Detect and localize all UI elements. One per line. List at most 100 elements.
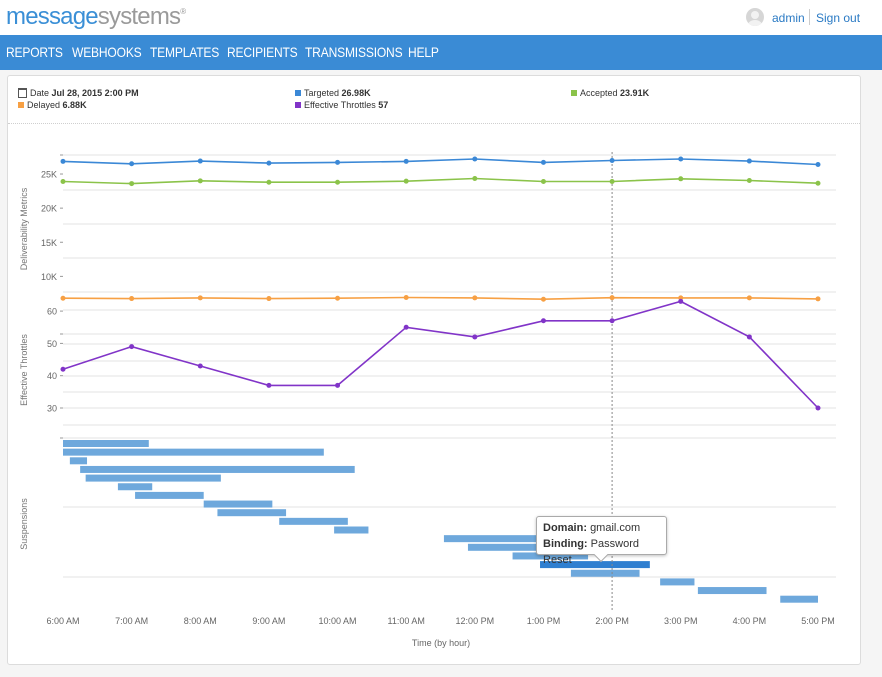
legend-delayed[interactable]: Delayed 6.88K: [18, 100, 87, 110]
suspension-bar: [80, 465, 355, 473]
tooltip-binding-value: Password Reset: [543, 538, 639, 566]
y-axis-label-deliverability: Deliverability Metrics: [19, 187, 29, 270]
suspension-tooltip: Domain: gmail.com Binding: Password Rese…: [536, 516, 667, 566]
suspension-bar-selected: [540, 561, 650, 569]
delayed-point: [60, 295, 66, 301]
x-tick-label: 5:00 PM: [801, 616, 835, 626]
legend-delayed-label: Delayed: [27, 100, 61, 110]
brand-logo[interactable]: messagesystems®: [6, 3, 186, 31]
targeted-point: [746, 158, 752, 164]
suspension-bar: [780, 595, 818, 603]
targeted-line: [62, 158, 819, 166]
effective-throttles-point: [678, 298, 684, 304]
delayed-point: [540, 296, 546, 302]
targeted-point: [678, 156, 684, 162]
avatar[interactable]: [746, 8, 764, 26]
y-tick-label-deliverability: 25K: [41, 170, 57, 180]
effective-throttles-point: [746, 334, 752, 340]
effective-throttles-point: [129, 344, 135, 350]
targeted-point: [472, 156, 478, 162]
effective-throttles-point: [335, 382, 341, 388]
accepted-point: [609, 178, 615, 184]
calendar-icon: [18, 87, 27, 98]
y-tick-label-deliverability: 20K: [41, 204, 57, 214]
suspension-bar: [203, 500, 273, 508]
legend-targeted[interactable]: Targeted 26.98K: [295, 88, 371, 98]
accepted-point: [335, 179, 341, 185]
delayed-point: [266, 296, 272, 302]
effective-throttles-point: [609, 318, 615, 324]
nav-item-transmissions[interactable]: TRANSMISSIONS: [305, 44, 403, 60]
delayed-point: [335, 295, 341, 301]
y-tick-label-throttles: 30: [47, 404, 57, 414]
suspension-bar: [69, 457, 88, 465]
header-divider: [809, 9, 810, 25]
effective-throttles-line: [62, 300, 819, 409]
accepted-point: [540, 179, 546, 185]
targeted-point: [129, 161, 135, 167]
effective-throttles-point: [266, 382, 272, 388]
delayed-line: [62, 296, 819, 301]
x-tick-label: 9:00 AM: [252, 616, 285, 626]
nav-item-webhooks[interactable]: WEBHOOKS: [72, 44, 142, 60]
legend-delayed-value: 6.88K: [62, 100, 87, 110]
legend-targeted-label: Targeted: [304, 88, 340, 98]
nav-item-recipients[interactable]: RECIPIENTS: [227, 44, 298, 60]
suspension-bar: [217, 509, 287, 517]
accepted-point: [60, 179, 66, 185]
legend-targeted-value: 26.98K: [341, 88, 371, 98]
effective-throttles-point: [60, 366, 66, 372]
tooltip-binding-label: Binding:: [543, 538, 588, 550]
x-tick-label: 12:00 PM: [456, 616, 495, 626]
nav-item-templates[interactable]: TEMPLATES: [150, 44, 220, 60]
x-tick-label: 6:00 AM: [46, 616, 79, 626]
tooltip-domain-value: gmail.com: [590, 522, 641, 534]
effective-throttles-point: [815, 405, 821, 411]
x-tick-label: 10:00 AM: [319, 616, 357, 626]
effective-throttles-point: [540, 318, 546, 324]
targeted-swatch: [295, 89, 301, 96]
y-tick-label-throttles: 60: [47, 307, 57, 317]
x-tick-label: 8:00 AM: [184, 616, 217, 626]
top-bar: messagesystems® admin Sign out: [0, 0, 882, 35]
legend-accepted-value: 23.91K: [620, 88, 650, 98]
report-panel: Date Jul 28, 2015 2:00 PM Targeted 26.98…: [7, 75, 861, 665]
legend-divider: [8, 123, 860, 124]
targeted-point: [815, 161, 821, 167]
nav-item-help[interactable]: HELP: [408, 44, 439, 60]
main-nav: REPORTS WEBHOOKS TEMPLATES RECIPIENTS TR…: [0, 35, 882, 70]
legend-accepted[interactable]: Accepted 23.91K: [571, 88, 649, 98]
legend-accepted-label: Accepted: [580, 88, 618, 98]
suspension-bar: [660, 578, 695, 586]
accepted-swatch: [571, 89, 577, 96]
nav-item-reports[interactable]: REPORTS: [6, 44, 63, 60]
suspension-bar: [63, 448, 324, 456]
accepted-point: [266, 179, 272, 185]
user-name-link[interactable]: admin: [772, 11, 805, 25]
delayed-point: [678, 295, 684, 301]
delayed-point: [746, 295, 752, 301]
accepted-point: [197, 178, 203, 184]
suspension-bar: [467, 543, 537, 551]
legend-throttles-label: Effective Throttles: [304, 100, 376, 110]
accepted-point: [746, 178, 752, 184]
suspension-bar: [279, 517, 348, 525]
legend-throttles[interactable]: Effective Throttles 57: [295, 100, 388, 110]
delayed-swatch: [18, 101, 24, 108]
effective-throttles-point: [472, 334, 478, 340]
brand-part2: systems: [97, 3, 181, 30]
x-tick-label: 7:00 AM: [115, 616, 148, 626]
suspension-bar: [334, 526, 369, 534]
targeted-point: [403, 158, 409, 164]
x-axis-label: Time (by hour): [412, 638, 470, 648]
accepted-point: [678, 176, 684, 182]
sign-out-link[interactable]: Sign out: [816, 11, 861, 25]
brand-tm: ®: [180, 7, 186, 16]
accepted-line: [62, 177, 819, 185]
y-tick-label-deliverability: 10K: [41, 272, 57, 282]
delayed-point: [403, 295, 409, 301]
suspension-bar: [135, 491, 204, 499]
brand-part1: message: [6, 3, 99, 30]
x-tick-label: 3:00 PM: [664, 616, 698, 626]
